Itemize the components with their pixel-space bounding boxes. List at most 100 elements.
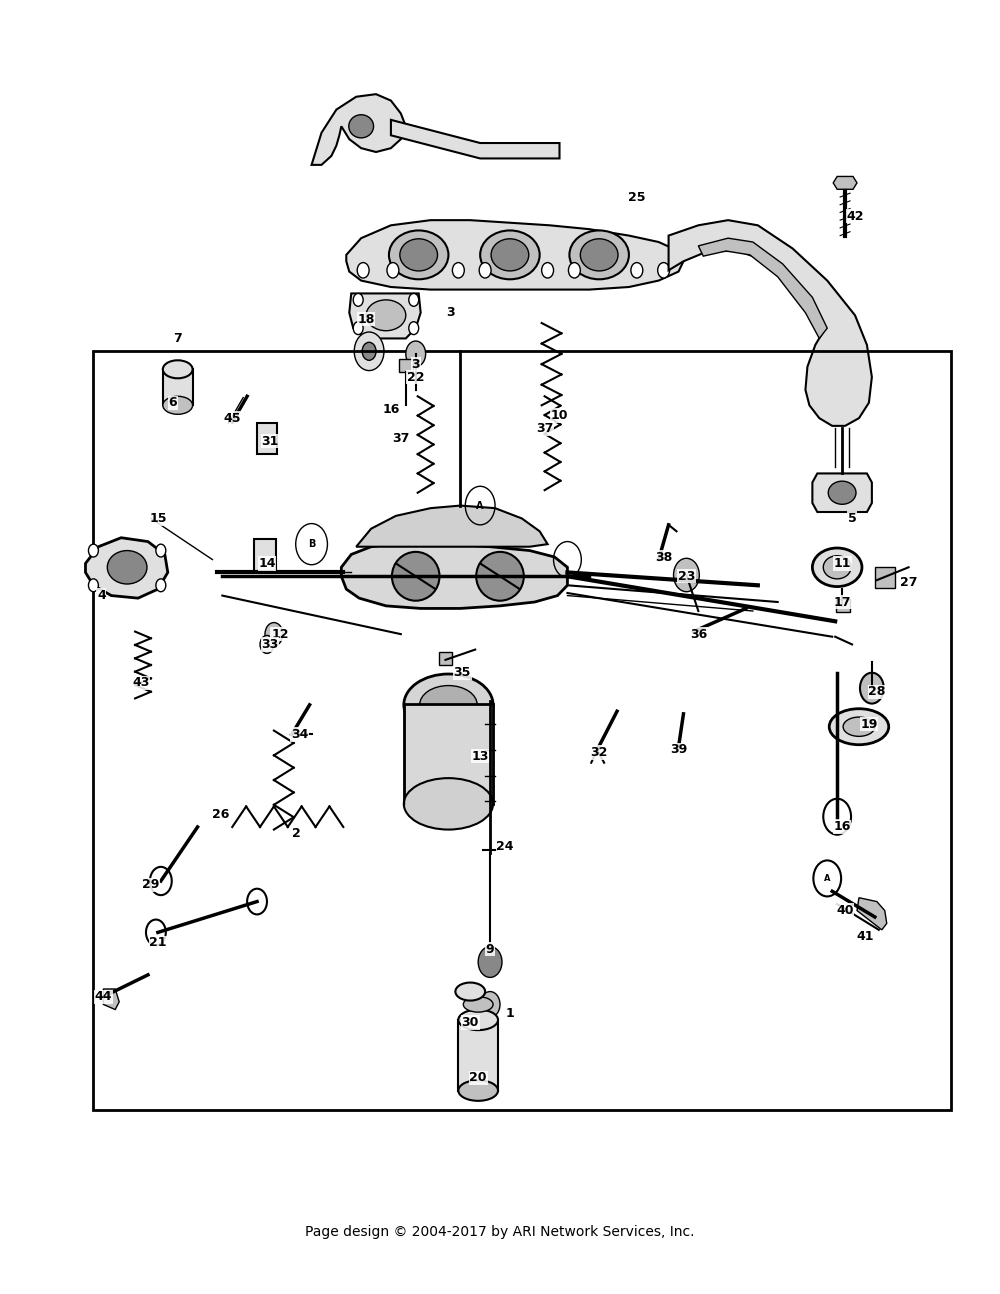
Ellipse shape bbox=[392, 551, 440, 600]
Text: 31: 31 bbox=[261, 435, 279, 448]
Text: 11: 11 bbox=[833, 556, 851, 569]
Text: 38: 38 bbox=[655, 550, 672, 563]
Text: 36: 36 bbox=[690, 628, 707, 641]
Text: 5: 5 bbox=[848, 512, 856, 525]
Text: B: B bbox=[308, 540, 315, 549]
Ellipse shape bbox=[163, 360, 193, 378]
Text: 21: 21 bbox=[149, 936, 167, 950]
Circle shape bbox=[357, 263, 369, 278]
Ellipse shape bbox=[404, 778, 493, 829]
Text: 32: 32 bbox=[590, 745, 608, 758]
Bar bbox=[836, 599, 850, 612]
Circle shape bbox=[480, 991, 500, 1017]
Polygon shape bbox=[356, 506, 548, 547]
Bar bbox=[93, 351, 951, 1110]
Text: 43: 43 bbox=[132, 677, 150, 690]
Text: 17: 17 bbox=[833, 595, 851, 608]
Ellipse shape bbox=[366, 300, 406, 331]
Text: 1: 1 bbox=[506, 1007, 514, 1020]
Text: 13: 13 bbox=[471, 749, 489, 762]
Polygon shape bbox=[698, 238, 827, 339]
Text: 10: 10 bbox=[551, 409, 568, 422]
Ellipse shape bbox=[491, 239, 529, 270]
Text: 20: 20 bbox=[469, 1071, 487, 1084]
Text: 22: 22 bbox=[407, 370, 424, 383]
Bar bbox=[875, 567, 895, 587]
Text: 30: 30 bbox=[462, 1016, 479, 1029]
Text: 40: 40 bbox=[836, 905, 854, 917]
Bar bbox=[254, 540, 276, 572]
Text: 42: 42 bbox=[846, 210, 864, 223]
Text: 19: 19 bbox=[860, 718, 878, 731]
Circle shape bbox=[674, 558, 699, 591]
Circle shape bbox=[631, 263, 643, 278]
Ellipse shape bbox=[823, 555, 851, 578]
Ellipse shape bbox=[458, 1080, 498, 1101]
Ellipse shape bbox=[812, 547, 862, 586]
Text: 29: 29 bbox=[142, 879, 160, 892]
Text: 28: 28 bbox=[868, 686, 886, 699]
Text: A: A bbox=[476, 501, 484, 511]
Text: 18: 18 bbox=[357, 313, 375, 326]
Polygon shape bbox=[349, 294, 421, 339]
Circle shape bbox=[353, 322, 363, 335]
Text: 34: 34 bbox=[291, 729, 308, 741]
Circle shape bbox=[260, 635, 274, 653]
Circle shape bbox=[658, 263, 670, 278]
Ellipse shape bbox=[389, 230, 448, 280]
Text: 23: 23 bbox=[678, 569, 695, 582]
Text: 27: 27 bbox=[900, 576, 917, 589]
Ellipse shape bbox=[829, 709, 889, 745]
Text: 37: 37 bbox=[536, 422, 553, 435]
Ellipse shape bbox=[843, 717, 875, 736]
Polygon shape bbox=[669, 220, 872, 426]
Text: 45: 45 bbox=[224, 411, 241, 424]
Polygon shape bbox=[833, 176, 857, 189]
Polygon shape bbox=[391, 120, 560, 158]
Text: 6: 6 bbox=[168, 396, 177, 409]
Bar bbox=[404, 704, 493, 804]
Text: 37: 37 bbox=[392, 432, 410, 445]
Ellipse shape bbox=[463, 996, 493, 1012]
Circle shape bbox=[452, 263, 464, 278]
Text: 35: 35 bbox=[454, 666, 471, 679]
Circle shape bbox=[860, 673, 884, 704]
Ellipse shape bbox=[476, 551, 524, 600]
Ellipse shape bbox=[569, 230, 629, 280]
Ellipse shape bbox=[163, 396, 193, 414]
Text: A: A bbox=[824, 873, 830, 883]
Bar bbox=[458, 1020, 498, 1091]
Circle shape bbox=[406, 342, 426, 366]
Text: 2: 2 bbox=[292, 827, 301, 840]
Text: 24: 24 bbox=[496, 840, 514, 853]
Text: 14: 14 bbox=[258, 556, 276, 569]
Circle shape bbox=[387, 263, 399, 278]
Bar bbox=[257, 423, 277, 454]
Circle shape bbox=[479, 263, 491, 278]
Ellipse shape bbox=[828, 481, 856, 505]
Circle shape bbox=[265, 622, 283, 646]
Ellipse shape bbox=[404, 674, 493, 736]
Text: 44: 44 bbox=[95, 990, 112, 1003]
Text: 26: 26 bbox=[212, 807, 229, 820]
Text: 41: 41 bbox=[856, 930, 874, 943]
Text: 16: 16 bbox=[833, 820, 851, 833]
Text: 16: 16 bbox=[382, 402, 400, 415]
Circle shape bbox=[542, 263, 554, 278]
Ellipse shape bbox=[458, 1009, 498, 1030]
Bar bbox=[399, 358, 413, 371]
Circle shape bbox=[362, 343, 376, 360]
Polygon shape bbox=[341, 545, 567, 608]
Text: 3: 3 bbox=[411, 357, 420, 370]
Bar bbox=[163, 369, 193, 405]
Circle shape bbox=[156, 545, 166, 556]
Ellipse shape bbox=[400, 239, 438, 270]
Text: 3: 3 bbox=[446, 307, 455, 320]
Circle shape bbox=[88, 545, 98, 556]
Ellipse shape bbox=[580, 239, 618, 270]
Text: 15: 15 bbox=[149, 512, 167, 525]
Ellipse shape bbox=[107, 550, 147, 584]
Circle shape bbox=[568, 263, 580, 278]
Text: 39: 39 bbox=[670, 743, 687, 757]
Text: 7: 7 bbox=[173, 333, 182, 345]
